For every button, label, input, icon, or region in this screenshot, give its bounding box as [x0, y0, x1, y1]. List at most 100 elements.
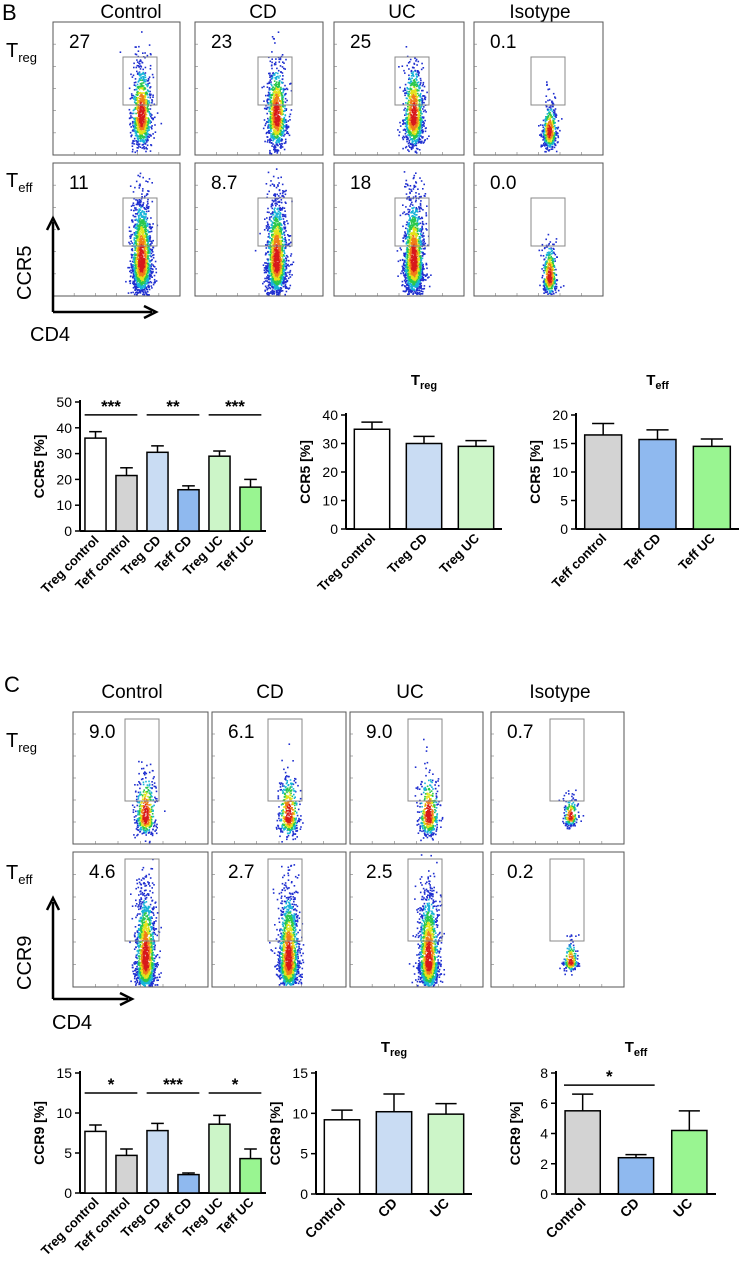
- dot: [147, 224, 149, 226]
- dot: [274, 120, 276, 123]
- dot: [150, 126, 153, 129]
- dot: [133, 252, 136, 254]
- dot: [133, 143, 135, 145]
- dot: [132, 266, 134, 268]
- dot: [270, 102, 273, 104]
- dot: [146, 134, 148, 136]
- dot: [127, 266, 129, 269]
- dot: [279, 146, 282, 149]
- dot: [280, 135, 283, 137]
- dot: [409, 122, 411, 124]
- dot: [421, 129, 423, 132]
- dot: [138, 289, 140, 291]
- dot: [276, 91, 278, 94]
- dot: [551, 121, 553, 124]
- dot: [279, 247, 282, 250]
- dot: [139, 59, 142, 61]
- dot: [140, 125, 143, 127]
- dot: [540, 144, 543, 147]
- dot: [134, 234, 136, 237]
- dot: [144, 225, 146, 227]
- dot: [141, 122, 144, 125]
- dot: [545, 128, 547, 130]
- dot: [545, 140, 548, 142]
- dot: [281, 227, 283, 230]
- dot: [143, 235, 146, 238]
- dot: [418, 103, 421, 105]
- dot: [542, 129, 545, 131]
- dot: [138, 259, 141, 262]
- dot: [147, 125, 150, 128]
- dot: [146, 135, 148, 138]
- dot: [136, 291, 138, 293]
- dot: [274, 102, 276, 105]
- dot: [149, 236, 152, 239]
- dot: [147, 133, 150, 135]
- dot: [135, 237, 138, 240]
- dot: [418, 149, 421, 151]
- dot: [403, 109, 405, 111]
- dot: [416, 120, 418, 122]
- dot: [137, 97, 139, 99]
- dot: [275, 76, 278, 78]
- dot: [139, 134, 142, 137]
- dot: [551, 137, 554, 140]
- dot: [146, 130, 149, 133]
- dot: [151, 226, 154, 228]
- dot: [269, 138, 271, 140]
- dot: [412, 75, 415, 77]
- dot: [119, 51, 122, 53]
- dot: [409, 136, 411, 139]
- dot: [542, 131, 545, 133]
- dot: [267, 285, 270, 287]
- dot: [144, 252, 147, 255]
- dot: [271, 291, 274, 293]
- dot: [152, 257, 155, 259]
- dot: [147, 245, 149, 248]
- dot: [139, 222, 141, 224]
- dot: [142, 261, 145, 263]
- dot: [420, 111, 422, 113]
- dot: [139, 243, 141, 246]
- dot: [137, 143, 140, 145]
- dot: [407, 62, 410, 64]
- dot: [407, 113, 409, 115]
- dot: [152, 239, 154, 242]
- dot: [149, 86, 151, 89]
- dot: [276, 139, 279, 141]
- dot: [415, 111, 417, 114]
- dot: [407, 93, 409, 95]
- dot: [136, 105, 138, 107]
- dot: [153, 137, 155, 139]
- dot: [552, 127, 555, 129]
- dot: [139, 261, 141, 264]
- dot: [151, 127, 153, 130]
- dot: [140, 206, 142, 209]
- dot: [148, 190, 150, 193]
- dot: [412, 66, 414, 69]
- dot: [151, 272, 153, 275]
- dot: [550, 143, 553, 145]
- dot: [142, 82, 145, 84]
- dot: [269, 93, 271, 96]
- dot: [276, 119, 279, 121]
- plot-frame: [52, 162, 181, 297]
- dot: [140, 107, 142, 109]
- dot: [411, 143, 414, 145]
- dot: [285, 92, 287, 95]
- dot: [285, 125, 288, 127]
- dot: [133, 130, 135, 132]
- dot: [551, 124, 554, 126]
- dot: [147, 84, 149, 87]
- dot: [283, 67, 285, 70]
- dot: [144, 195, 146, 198]
- dot: [138, 143, 141, 145]
- dot: [136, 289, 138, 291]
- dot: [281, 132, 283, 134]
- dot: [272, 135, 274, 137]
- dot: [151, 102, 153, 104]
- dot: [414, 150, 417, 153]
- dot: [545, 117, 547, 120]
- dot: [145, 288, 148, 291]
- dot: [545, 147, 547, 150]
